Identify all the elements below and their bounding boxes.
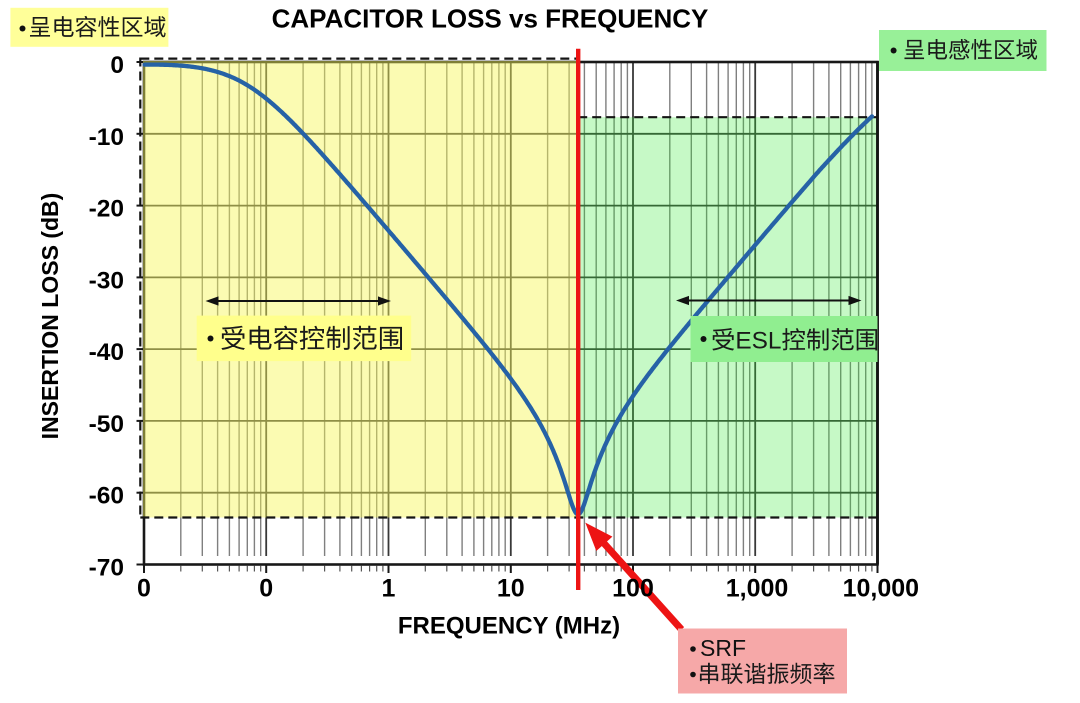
svg-text:CAPACITOR LOSS vs FREQUENCY: CAPACITOR LOSS vs FREQUENCY <box>272 4 709 34</box>
svg-text:0: 0 <box>259 575 273 603</box>
svg-text:10,000: 10,000 <box>843 575 919 603</box>
svg-text:-50: -50 <box>89 411 124 438</box>
svg-text:-60: -60 <box>89 483 124 510</box>
svg-text:0: 0 <box>110 52 124 79</box>
svg-text:SRF: SRF <box>700 635 746 661</box>
svg-text:ESL: ESL <box>735 328 781 355</box>
svg-text:0: 0 <box>137 575 151 603</box>
svg-text:-40: -40 <box>89 339 124 366</box>
svg-text:10: 10 <box>497 575 525 603</box>
svg-text:-10: -10 <box>89 124 124 151</box>
svg-text:INSERTION LOSS (dB): INSERTION LOSS (dB) <box>37 193 63 440</box>
svg-text:1: 1 <box>382 575 396 603</box>
svg-text:1,000: 1,000 <box>726 575 789 603</box>
svg-text:-20: -20 <box>89 196 124 223</box>
svg-text:-70: -70 <box>89 555 124 582</box>
svg-text:FREQUENCY (MHz): FREQUENCY (MHz) <box>398 613 620 640</box>
svg-text:100: 100 <box>612 575 654 603</box>
svg-text:-30: -30 <box>89 267 124 294</box>
